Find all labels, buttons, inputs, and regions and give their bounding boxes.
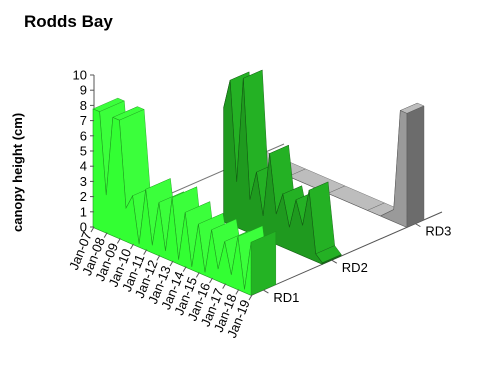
series-rd3-end-cap bbox=[406, 105, 425, 228]
depth-tick-label: RD3 bbox=[425, 224, 451, 239]
x-tick-mark bbox=[116, 238, 121, 244]
x-tick-mark bbox=[209, 277, 213, 284]
series-rd1-end-cap bbox=[250, 231, 276, 296]
y-tick-label: 1 bbox=[80, 204, 87, 219]
x-tick-mark bbox=[90, 226, 95, 233]
y-tick-label: 5 bbox=[80, 144, 87, 159]
depth-tick-mark bbox=[263, 289, 269, 294]
y-tick-label: 8 bbox=[80, 98, 87, 113]
x-tick-mark bbox=[235, 289, 240, 295]
x-tick-mark bbox=[130, 243, 134, 250]
x-tick-mark bbox=[103, 232, 108, 238]
x-tick-mark bbox=[195, 272, 200, 278]
x-tick-mark bbox=[169, 260, 174, 267]
y-tick-label: 9 bbox=[80, 83, 87, 98]
x-tick-mark bbox=[143, 249, 148, 255]
x-tick-mark bbox=[248, 294, 253, 301]
depth-tick-mark bbox=[415, 223, 421, 228]
series-layer bbox=[92, 69, 425, 296]
x-tick-mark bbox=[222, 283, 227, 289]
y-tick-label: 10 bbox=[73, 68, 87, 83]
series-rd3-front bbox=[248, 110, 408, 228]
x-tick-mark bbox=[156, 255, 161, 261]
depth-tick-mark bbox=[331, 259, 338, 264]
depth-tick-label: RD1 bbox=[273, 290, 299, 305]
chart-title: Rodds Bay bbox=[24, 12, 113, 31]
x-tick-mark bbox=[182, 266, 187, 272]
series-rd2 bbox=[223, 69, 342, 265]
y-tick-label: 6 bbox=[80, 128, 87, 143]
series-rd1 bbox=[92, 97, 277, 296]
series-rd1-front bbox=[92, 108, 252, 296]
y-axis-label: canopy height (cm) bbox=[10, 113, 25, 232]
depth-axis: RD1 RD2 RD3 bbox=[263, 223, 451, 305]
y-tick-label: 7 bbox=[80, 113, 87, 128]
depth-tick-label: RD2 bbox=[342, 260, 368, 275]
y-tick-label: 2 bbox=[80, 189, 87, 204]
y-tick-label: 3 bbox=[80, 174, 87, 189]
series-rd2-front bbox=[223, 78, 323, 265]
y-tick-label: 0 bbox=[80, 220, 87, 235]
y-tick-label: 4 bbox=[80, 159, 87, 174]
